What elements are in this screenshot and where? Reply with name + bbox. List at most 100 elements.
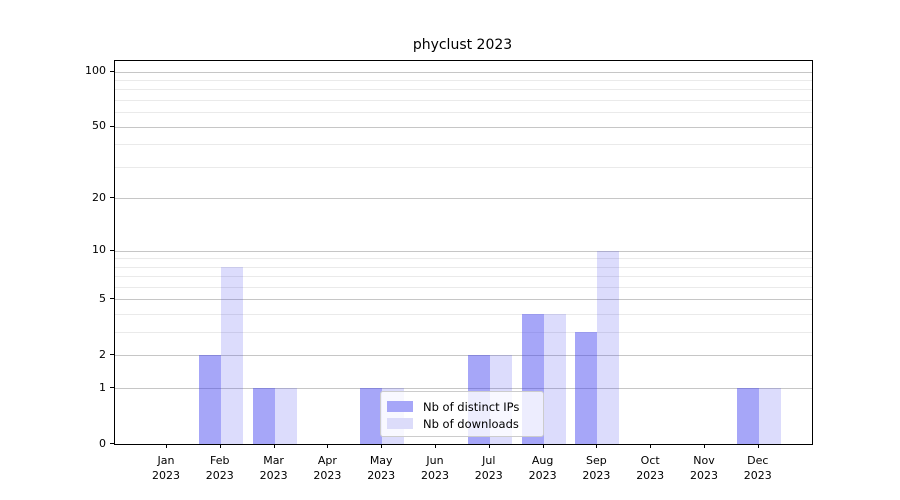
minor-gridline <box>115 80 812 81</box>
x-tick <box>757 444 759 448</box>
x-tick-month: Dec <box>747 454 769 467</box>
x-tick <box>273 444 275 448</box>
x-tick-month: Jun <box>426 454 444 467</box>
x-tick-month: Feb <box>210 454 230 467</box>
legend-label-downloads: Nb of downloads <box>423 416 519 431</box>
x-tick <box>435 444 436 448</box>
y-tick <box>110 354 114 356</box>
x-tick-year: 2023 <box>313 469 342 482</box>
minor-gridline <box>115 266 812 268</box>
x-tick <box>488 444 490 448</box>
y-tick-label: 5 <box>99 291 106 305</box>
y-tick-label: 20 <box>92 190 106 204</box>
x-tick-month: Apr <box>317 454 337 467</box>
x-tick-label: Oct 2023 <box>623 453 677 483</box>
x-tick-month: Jul <box>482 454 496 467</box>
plot-area <box>114 60 813 445</box>
major-gridline <box>115 198 812 200</box>
bar-nb-of-distinct-ips-feb <box>198 355 221 444</box>
x-tick-year: 2023 <box>474 469 503 482</box>
x-tick-label: Apr 2023 <box>300 453 354 483</box>
y-tick-label: 1 <box>99 380 106 394</box>
bar-nb-of-downloads-mar <box>274 388 297 444</box>
x-tick-label: Dec 2023 <box>731 453 785 483</box>
x-tick-label: May 2023 <box>354 453 408 483</box>
minor-gridline <box>115 287 812 288</box>
x-tick-label: Feb 2023 <box>193 453 247 483</box>
x-tick-year: 2023 <box>743 469 772 482</box>
x-tick-year: 2023 <box>690 469 718 482</box>
y-tick <box>110 197 114 199</box>
legend-item-distinct-ips: Nb of distinct IPs <box>387 398 543 415</box>
y-tick <box>110 387 114 389</box>
major-gridline <box>115 388 812 390</box>
minor-gridline <box>115 89 812 91</box>
bar-nb-of-downloads-dec <box>758 388 781 444</box>
legend-swatch-downloads <box>387 418 413 429</box>
x-tick-year: 2023 <box>259 469 288 482</box>
x-tick-label: Aug 2023 <box>516 453 570 483</box>
bar-nb-of-downloads-aug <box>543 314 566 444</box>
x-tick <box>542 444 544 448</box>
major-gridline <box>115 355 812 357</box>
y-tick <box>110 443 114 444</box>
minor-gridline <box>115 332 812 334</box>
x-tick-label: Nov 2023 <box>677 453 731 483</box>
major-gridline <box>115 299 812 301</box>
x-tick-label: Sep 2023 <box>569 453 623 483</box>
y-tick <box>110 298 114 300</box>
x-tick <box>219 444 221 448</box>
minor-gridline <box>115 166 812 168</box>
minor-gridline <box>115 144 812 146</box>
minor-gridline <box>115 314 812 316</box>
x-tick-month: Nov <box>693 454 715 467</box>
bar-nb-of-distinct-ips-dec <box>736 388 759 444</box>
legend-swatch-distinct-ips <box>387 401 413 412</box>
legend-label-distinct-ips: Nb of distinct IPs <box>423 399 520 414</box>
bar-nb-of-distinct-ips-mar <box>252 388 275 444</box>
x-tick-label: Jul 2023 <box>462 453 516 483</box>
x-tick-month: Aug <box>531 454 554 467</box>
y-tick-label: 50 <box>92 119 106 133</box>
x-tick-label: Jan 2023 <box>139 453 193 483</box>
x-tick-month: Oct <box>640 454 660 467</box>
x-tick-year: 2023 <box>421 469 449 482</box>
x-tick-year: 2023 <box>636 469 665 482</box>
major-gridline <box>115 126 812 128</box>
x-tick <box>650 444 652 448</box>
x-tick-year: 2023 <box>528 469 557 482</box>
legend: Nb of distinct IPs Nb of downloads <box>380 391 544 437</box>
minor-gridline <box>115 100 812 101</box>
x-tick <box>704 444 705 448</box>
y-tick-label: 0 <box>99 436 106 450</box>
x-tick-month: Mar <box>263 454 284 467</box>
x-tick <box>596 444 598 448</box>
x-tick-month: May <box>369 454 393 467</box>
minor-gridline <box>115 258 812 260</box>
x-tick-label: Mar 2023 <box>247 453 301 483</box>
bar-nb-of-downloads-sep <box>597 250 620 444</box>
minor-gridline <box>115 276 812 278</box>
x-tick <box>327 444 329 448</box>
y-tick <box>110 70 114 72</box>
x-tick-year: 2023 <box>582 469 611 482</box>
legend-item-downloads: Nb of downloads <box>387 415 543 432</box>
chart-title: phyclust 2023 <box>412 37 513 53</box>
y-tick-label: 100 <box>85 64 106 78</box>
bar-nb-of-downloads-feb <box>220 266 243 444</box>
x-tick-month: Jan <box>157 454 175 467</box>
x-tick-year: 2023 <box>152 469 180 482</box>
y-tick <box>110 249 114 251</box>
x-tick-year: 2023 <box>367 469 396 482</box>
x-tick-month: Sep <box>586 454 607 467</box>
y-tick <box>110 125 114 127</box>
minor-gridline <box>115 112 812 114</box>
x-tick-year: 2023 <box>205 469 234 482</box>
y-tick-label: 2 <box>99 347 106 361</box>
major-gridline <box>115 250 812 252</box>
bar-nb-of-distinct-ips-may <box>360 388 383 444</box>
x-tick <box>381 444 383 448</box>
bar-nb-of-distinct-ips-sep <box>575 332 598 444</box>
y-tick-label: 10 <box>92 243 106 256</box>
